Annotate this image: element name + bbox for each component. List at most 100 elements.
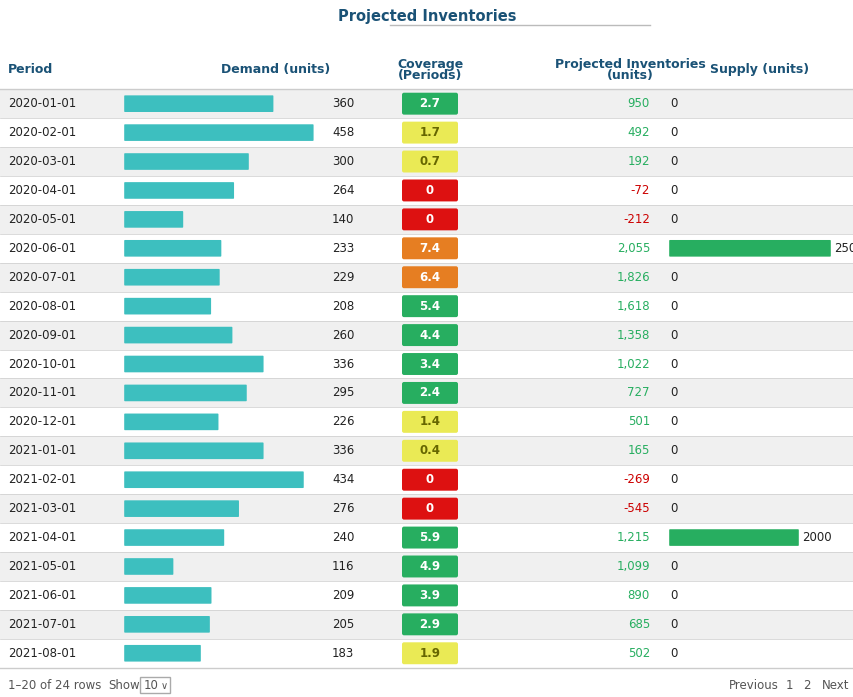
FancyBboxPatch shape	[402, 296, 457, 317]
Text: 502: 502	[627, 647, 649, 660]
Text: 0: 0	[670, 126, 676, 139]
Text: 0: 0	[670, 415, 676, 429]
Bar	[0, 581, 853, 610]
Text: 140: 140	[332, 213, 354, 226]
Bar	[0, 407, 853, 436]
Text: (Periods): (Periods)	[397, 68, 461, 82]
Text: 165: 165	[627, 444, 649, 457]
Text: 240: 240	[332, 531, 354, 544]
Text: 2020-11-01: 2020-11-01	[8, 386, 76, 399]
Text: 0: 0	[670, 97, 676, 110]
Text: -72: -72	[630, 184, 649, 197]
FancyBboxPatch shape	[124, 443, 264, 459]
FancyBboxPatch shape	[124, 327, 232, 344]
Text: 1,022: 1,022	[616, 358, 649, 371]
Text: 0: 0	[670, 155, 676, 168]
FancyBboxPatch shape	[402, 122, 457, 144]
FancyBboxPatch shape	[402, 556, 457, 577]
Text: 0: 0	[426, 502, 433, 515]
Text: 0: 0	[670, 473, 676, 487]
Text: 1,099: 1,099	[616, 560, 649, 573]
Text: 336: 336	[332, 358, 354, 371]
Bar	[0, 176, 853, 205]
FancyBboxPatch shape	[124, 385, 247, 401]
FancyBboxPatch shape	[124, 355, 264, 372]
Text: Show: Show	[107, 679, 139, 691]
Text: 10: 10	[143, 679, 159, 691]
Text: 2021-04-01: 2021-04-01	[8, 531, 76, 544]
FancyBboxPatch shape	[402, 151, 457, 172]
Text: 2: 2	[803, 679, 809, 691]
Text: 950: 950	[627, 97, 649, 110]
FancyBboxPatch shape	[124, 413, 218, 430]
Bar	[0, 378, 853, 407]
Text: 1,618: 1,618	[616, 300, 649, 313]
FancyBboxPatch shape	[124, 529, 224, 546]
FancyBboxPatch shape	[124, 124, 313, 141]
Text: 1,215: 1,215	[616, 531, 649, 544]
Text: 183: 183	[332, 647, 354, 660]
Bar	[0, 523, 853, 552]
FancyBboxPatch shape	[124, 587, 212, 604]
FancyBboxPatch shape	[402, 411, 457, 433]
Text: 0: 0	[670, 184, 676, 197]
Text: 5.9: 5.9	[419, 531, 440, 544]
Text: 0: 0	[670, 386, 676, 399]
FancyBboxPatch shape	[402, 324, 457, 346]
Text: 0: 0	[670, 270, 676, 284]
Text: 3.4: 3.4	[419, 358, 440, 371]
Text: 360: 360	[332, 97, 354, 110]
Text: 2500: 2500	[833, 242, 853, 255]
FancyBboxPatch shape	[124, 211, 183, 228]
FancyBboxPatch shape	[124, 182, 234, 199]
Text: Projected Inventories: Projected Inventories	[337, 9, 516, 24]
FancyBboxPatch shape	[124, 298, 211, 314]
Bar	[0, 118, 853, 147]
Text: Supply (units): Supply (units)	[710, 63, 809, 75]
FancyBboxPatch shape	[402, 238, 457, 259]
Text: 2020-05-01: 2020-05-01	[8, 213, 76, 226]
Text: Next: Next	[821, 679, 848, 691]
Text: 2020-07-01: 2020-07-01	[8, 270, 76, 284]
Text: 229: 229	[332, 270, 354, 284]
Text: 1.9: 1.9	[419, 647, 440, 660]
FancyBboxPatch shape	[402, 527, 457, 549]
Text: 264: 264	[332, 184, 354, 197]
Text: 2021-08-01: 2021-08-01	[8, 647, 76, 660]
FancyBboxPatch shape	[402, 469, 457, 491]
Text: 208: 208	[332, 300, 354, 313]
FancyBboxPatch shape	[402, 208, 457, 230]
FancyBboxPatch shape	[669, 240, 830, 256]
Text: Period: Period	[8, 63, 53, 75]
FancyBboxPatch shape	[124, 269, 219, 286]
Bar	[0, 49, 853, 89]
FancyBboxPatch shape	[124, 500, 239, 517]
Bar	[0, 147, 853, 176]
Bar	[0, 263, 853, 291]
Text: 727: 727	[627, 386, 649, 399]
FancyBboxPatch shape	[124, 471, 304, 488]
Text: 300: 300	[332, 155, 354, 168]
FancyBboxPatch shape	[402, 353, 457, 375]
FancyBboxPatch shape	[402, 643, 457, 664]
Text: 2.9: 2.9	[419, 618, 440, 631]
Text: 7.4: 7.4	[419, 242, 440, 255]
Bar	[0, 234, 853, 263]
Bar	[0, 205, 853, 234]
Bar	[0, 639, 853, 668]
Text: 434: 434	[332, 473, 354, 487]
Text: 2020-06-01: 2020-06-01	[8, 242, 76, 255]
Bar	[0, 436, 853, 466]
Text: 0: 0	[670, 647, 676, 660]
Text: 0: 0	[670, 300, 676, 313]
FancyBboxPatch shape	[124, 153, 248, 170]
Bar	[0, 494, 853, 523]
Text: 192: 192	[627, 155, 649, 168]
Text: 4.9: 4.9	[419, 560, 440, 573]
Bar	[0, 89, 853, 118]
FancyBboxPatch shape	[124, 95, 273, 112]
Text: 233: 233	[332, 242, 354, 255]
FancyBboxPatch shape	[402, 266, 457, 288]
Text: 0: 0	[426, 473, 433, 487]
Text: 2020-01-01: 2020-01-01	[8, 97, 76, 110]
